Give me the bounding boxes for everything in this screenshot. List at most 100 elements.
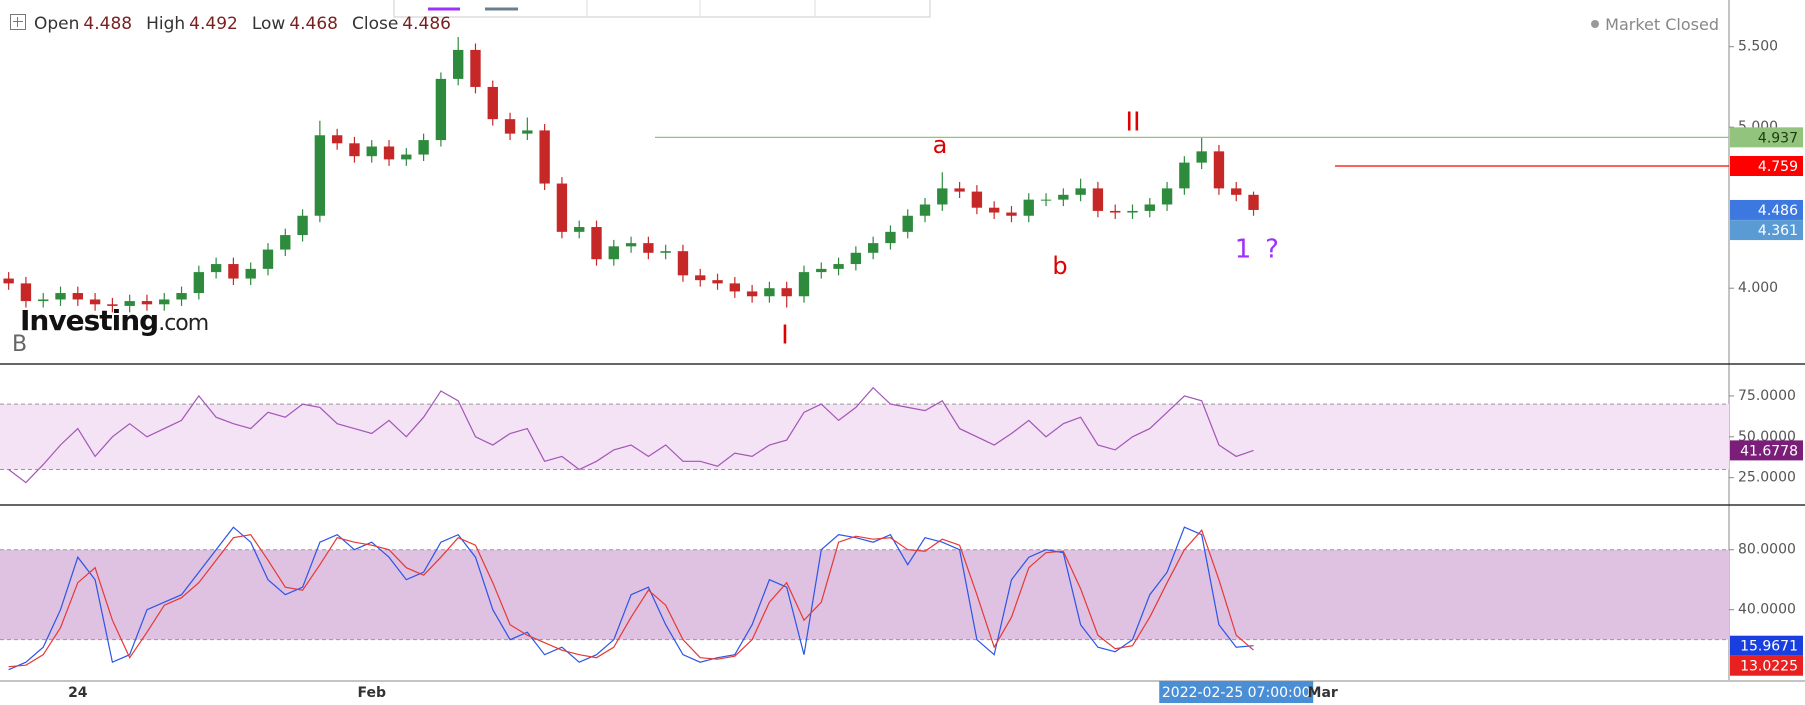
candle-body	[72, 293, 83, 300]
label: Close	[351, 14, 399, 34]
value: 4.488	[83, 14, 133, 34]
candle-body	[919, 204, 931, 216]
price-label-bg	[1730, 440, 1803, 461]
price-label: 4.361	[1758, 223, 1798, 239]
candle-body	[89, 299, 101, 305]
candle-body	[245, 268, 256, 279]
crosshair-time-bg	[1159, 681, 1314, 703]
candle-body	[20, 283, 32, 302]
candle-body	[1127, 210, 1138, 213]
candle-body	[435, 78, 447, 141]
candle-body	[38, 299, 49, 302]
candle-body	[504, 119, 516, 134]
candle-body	[764, 288, 775, 297]
candle-body	[608, 246, 619, 260]
candle-body	[867, 243, 879, 253]
candle-body	[746, 291, 758, 297]
series-line	[8, 529, 1254, 668]
candle-body	[988, 207, 1000, 213]
candle-body	[971, 191, 983, 208]
candle-body	[297, 215, 308, 236]
price-label: 41.6778	[1740, 443, 1798, 459]
candle-body	[55, 293, 66, 300]
y-tick-label: 75.0000	[1738, 388, 1796, 404]
candle-body	[556, 183, 568, 232]
label: Open	[34, 14, 80, 34]
candle-body	[781, 288, 792, 297]
candle-body	[3, 278, 14, 284]
logo: Investing.com	[20, 304, 209, 337]
candle-body	[574, 227, 585, 232]
candle-body	[1110, 210, 1121, 213]
price-label: 4.759	[1758, 159, 1798, 175]
candle-body	[193, 272, 205, 294]
series-line	[8, 526, 1254, 671]
x-tick-label: Mar	[1308, 685, 1338, 701]
toolbar[interactable]	[393, 0, 931, 18]
ohlc-header: Open 4.488 High 4.492 Low 4.468 Close 4.486	[10, 14, 465, 34]
candle-body	[660, 251, 671, 253]
candle-body	[1006, 212, 1017, 216]
candle-body	[470, 49, 481, 87]
candle-body	[159, 299, 170, 305]
candle-body	[729, 283, 741, 292]
logo-suffix: .com	[158, 311, 209, 336]
candle-body	[1231, 188, 1242, 195]
candle-body	[331, 135, 343, 144]
candle-body	[228, 264, 239, 279]
candle-body	[141, 301, 153, 305]
price-label-bg	[1730, 156, 1803, 177]
value: 4.468	[289, 14, 338, 34]
candle-body	[349, 143, 360, 157]
band-fill	[0, 549, 1729, 640]
label: Low	[251, 14, 286, 34]
candle-body	[262, 249, 274, 269]
wave-label: II	[1125, 108, 1140, 138]
candle-body	[591, 227, 602, 260]
price-label: 15.9671	[1740, 639, 1798, 655]
candle-body	[487, 86, 498, 120]
candle-body	[885, 231, 896, 244]
candle-body	[401, 154, 412, 160]
candle-body	[176, 293, 187, 300]
candle-body	[366, 146, 377, 157]
candle-body	[107, 304, 118, 306]
band-fill	[0, 404, 1729, 470]
candle-body	[1161, 188, 1173, 205]
candle-body	[1075, 188, 1086, 195]
y-tick-label: 40.0000	[1738, 602, 1796, 618]
value: 4.492	[189, 14, 238, 34]
price-label-bg	[1730, 127, 1803, 148]
price-label-bg	[1730, 635, 1803, 656]
y-tick-label: 5.500	[1738, 39, 1778, 55]
wave-label: I	[781, 321, 789, 351]
candle-body	[1023, 199, 1034, 216]
price-label-bg	[1730, 655, 1803, 676]
price-label: 13.0225	[1740, 659, 1798, 675]
price-label: 4.937	[1758, 130, 1798, 146]
candle-body	[314, 135, 326, 216]
price-label: 4.486	[1758, 203, 1798, 219]
x-tick-label: Feb	[357, 685, 386, 701]
wave-label: a	[933, 131, 948, 159]
candle-body	[1196, 151, 1207, 163]
y-tick-label: 4.000	[1738, 280, 1778, 296]
expand-icon[interactable]	[10, 14, 26, 30]
x-tick-label: 24	[68, 685, 88, 701]
market-status: Market Closed	[1591, 15, 1719, 34]
corner-letter: B	[12, 332, 28, 357]
candle-body	[280, 235, 291, 250]
value: 4.486	[402, 14, 451, 34]
candle-body	[625, 243, 637, 247]
candle-body	[452, 49, 464, 79]
candle-body	[1179, 162, 1190, 189]
candle-body	[124, 301, 135, 306]
candle-body	[383, 146, 395, 160]
candle-body	[712, 280, 723, 284]
candle-body	[1092, 188, 1104, 211]
candle-body	[539, 130, 550, 184]
y-tick-label: 25.0000	[1738, 470, 1796, 486]
status-text: Market Closed	[1605, 15, 1719, 34]
